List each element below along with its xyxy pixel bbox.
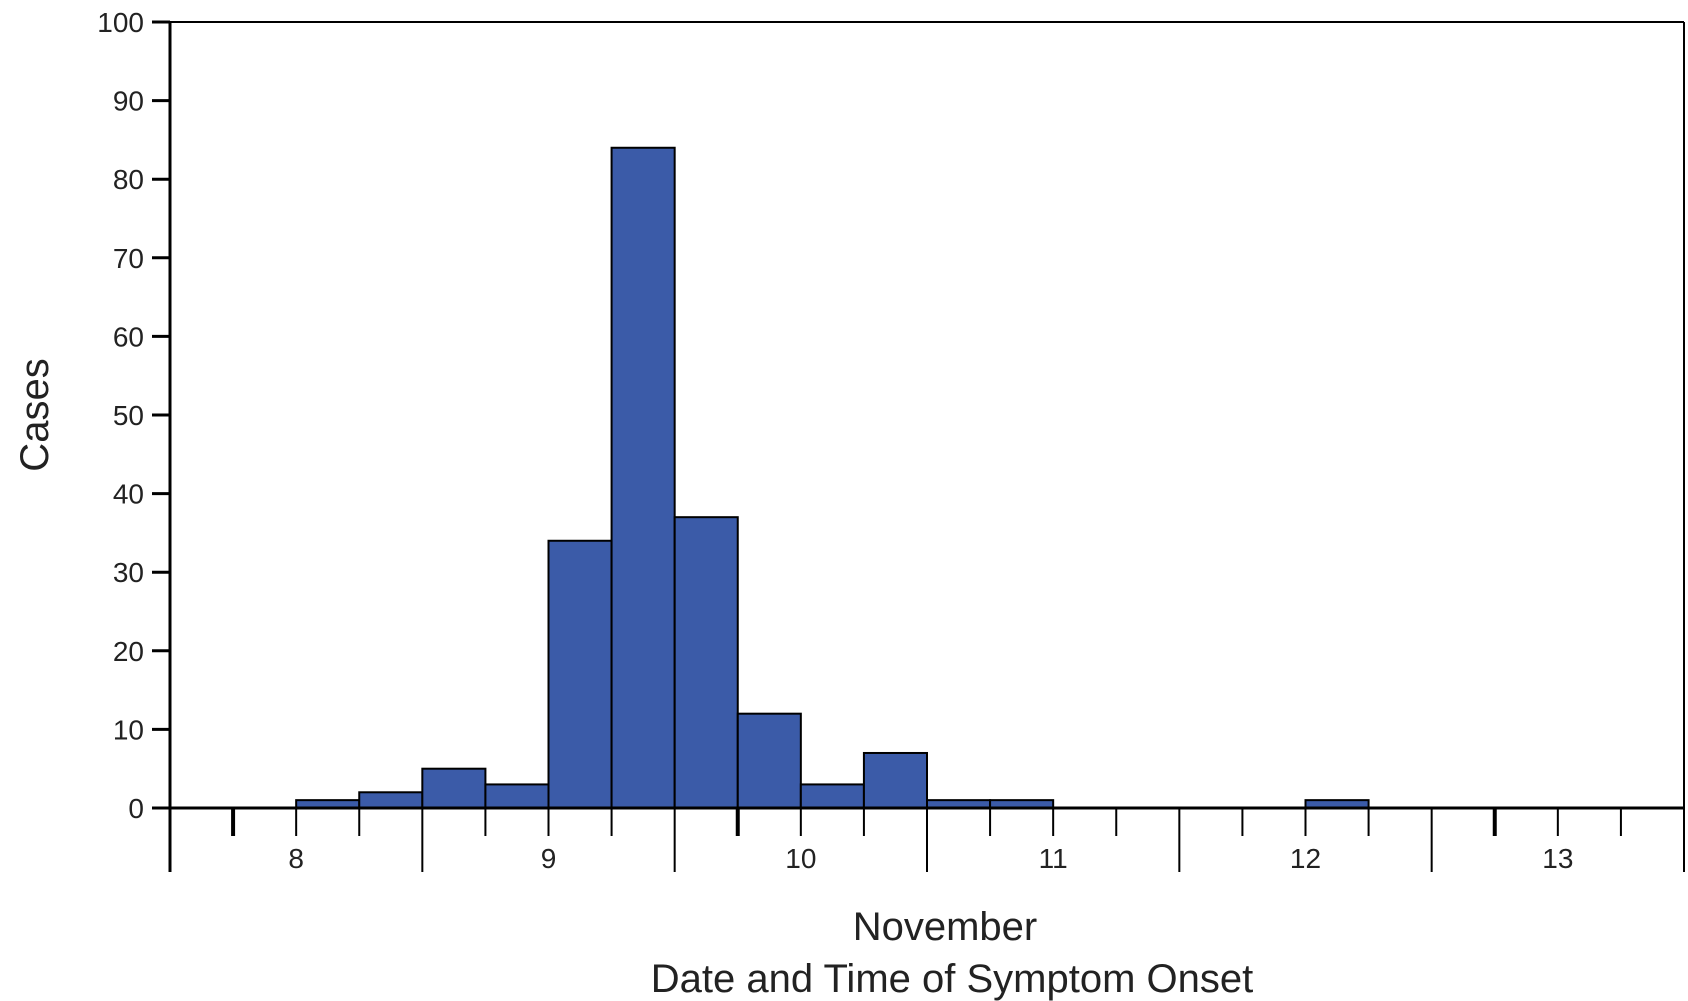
x-tick-label: 11 <box>1039 843 1068 874</box>
bar <box>547 539 613 809</box>
y-tick-label: 10 <box>113 714 144 745</box>
y-axis-title: Cases <box>13 358 57 471</box>
bar <box>610 146 676 809</box>
y-tick-label: 40 <box>113 479 144 510</box>
bar <box>358 791 424 810</box>
x-tick-label: 8 <box>288 843 304 874</box>
y-tick-label: 90 <box>113 86 144 117</box>
bar <box>421 767 487 810</box>
y-tick-label: 50 <box>113 400 144 431</box>
y-tick-label: 80 <box>113 164 144 195</box>
x-tick-label: 12 <box>1290 843 1321 874</box>
y-tick-label: 30 <box>113 557 144 588</box>
x-axis-title-month: November <box>853 905 1038 949</box>
bar <box>862 751 929 809</box>
y-tick-label: 0 <box>128 793 144 824</box>
x-axis-ticks: 8 9 10 11 12 13 <box>169 808 1685 874</box>
x-tick-label: 13 <box>1542 843 1573 874</box>
y-tick-label: 100 <box>97 7 144 38</box>
bar <box>799 783 865 809</box>
y-tick-label: 70 <box>113 243 144 274</box>
bar <box>736 712 802 809</box>
y-axis-ticks: 0 10 20 30 40 50 60 70 80 90 100 <box>97 7 170 824</box>
bar <box>673 516 739 809</box>
x-tick-label: 9 <box>541 843 557 874</box>
x-tick-label: 10 <box>785 843 816 874</box>
bars-group <box>295 146 1370 810</box>
bar <box>484 783 550 809</box>
y-tick-label: 60 <box>113 321 144 352</box>
x-axis-title: Date and Time of Symptom Onset <box>651 957 1253 1001</box>
y-tick-label: 20 <box>113 636 144 667</box>
